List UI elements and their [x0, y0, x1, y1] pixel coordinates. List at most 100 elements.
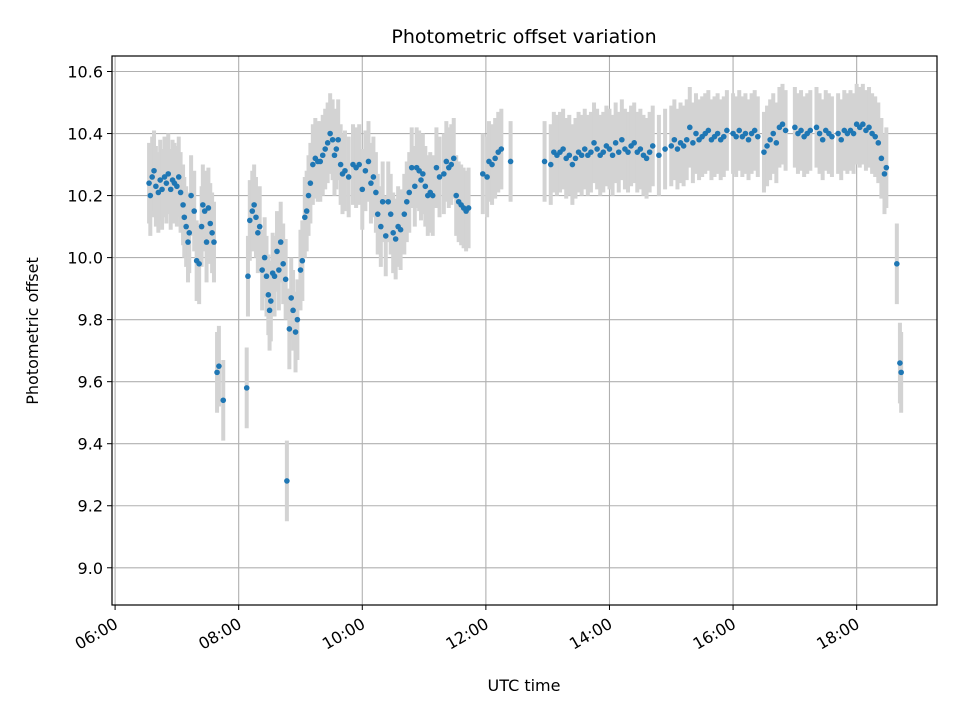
- data-point: [656, 152, 662, 159]
- data-point: [183, 223, 189, 230]
- data-point: [209, 229, 215, 236]
- data-point: [302, 214, 308, 221]
- data-point: [819, 136, 826, 143]
- data-point: [662, 146, 668, 152]
- data-point: [418, 177, 424, 183]
- data-point: [420, 171, 426, 177]
- data-point: [188, 192, 194, 199]
- data-point: [764, 143, 770, 149]
- y-tick-label: 9.6: [78, 373, 103, 392]
- data-point: [541, 158, 548, 165]
- data-point: [151, 167, 157, 174]
- data-point: [894, 261, 900, 267]
- data-point: [767, 136, 773, 143]
- data-point: [177, 189, 184, 196]
- data-point: [329, 136, 336, 143]
- data-point: [736, 127, 743, 134]
- data-point: [365, 158, 372, 165]
- data-point: [181, 214, 188, 221]
- data-point: [798, 127, 804, 134]
- plot-frame: [111, 55, 938, 606]
- data-point: [619, 136, 625, 143]
- data-point: [850, 130, 857, 137]
- data-point: [606, 146, 613, 152]
- data-point: [243, 385, 250, 391]
- data-point: [186, 229, 193, 236]
- data-point: [448, 161, 455, 168]
- data-point: [578, 152, 585, 159]
- data-point: [397, 226, 404, 233]
- data-point: [422, 183, 429, 190]
- data-point: [751, 127, 758, 134]
- y-tick-label: 10.6: [67, 63, 103, 82]
- data-point: [594, 146, 600, 152]
- data-point: [276, 267, 282, 273]
- data-point: [401, 211, 408, 217]
- data-point: [631, 140, 637, 146]
- data-point: [207, 220, 214, 227]
- data-point: [157, 177, 164, 183]
- data-point: [247, 217, 253, 224]
- data-point: [680, 143, 687, 149]
- data-point: [433, 164, 440, 171]
- data-point: [256, 223, 263, 230]
- data-point: [566, 152, 573, 159]
- data-point: [612, 140, 619, 146]
- data-point: [547, 161, 554, 168]
- data-point: [572, 155, 579, 162]
- data-point: [333, 146, 340, 152]
- data-point: [167, 186, 174, 193]
- data-point: [185, 239, 191, 245]
- data-point: [835, 130, 841, 137]
- data-point: [754, 133, 761, 140]
- data-point: [465, 205, 472, 211]
- data-point: [159, 186, 165, 193]
- data-point: [569, 161, 576, 168]
- data-point: [507, 158, 514, 165]
- data-point: [282, 276, 289, 283]
- data-point: [773, 140, 780, 146]
- grid-layer: [112, 56, 937, 605]
- data-point: [214, 369, 220, 376]
- data-point: [693, 130, 699, 137]
- data-point: [255, 229, 261, 236]
- data-point: [359, 186, 366, 193]
- data-point: [761, 149, 767, 155]
- data-point: [191, 208, 197, 214]
- data-point: [484, 174, 490, 180]
- data-point: [211, 239, 217, 245]
- data-point: [284, 478, 290, 484]
- data-point: [387, 211, 394, 217]
- data-point: [310, 161, 316, 168]
- data-point: [441, 171, 447, 177]
- data-point: [403, 198, 410, 205]
- data-point: [860, 121, 866, 128]
- data-point: [792, 124, 798, 131]
- data-point: [779, 121, 786, 128]
- data-point: [249, 208, 256, 214]
- data-point: [362, 167, 369, 174]
- data-point: [385, 198, 392, 205]
- data-point: [813, 124, 820, 131]
- data-point: [745, 136, 752, 143]
- data-point: [643, 155, 650, 162]
- data-point: [268, 298, 274, 304]
- data-point: [155, 189, 162, 196]
- data-point: [705, 127, 712, 134]
- data-point: [374, 211, 381, 217]
- data-point: [720, 133, 727, 140]
- data-point: [649, 143, 656, 149]
- data-point: [875, 140, 882, 146]
- data-point: [382, 233, 389, 239]
- data-point: [637, 146, 644, 152]
- data-point: [782, 127, 789, 134]
- data-point: [261, 254, 268, 261]
- y-tick-label: 9.8: [78, 311, 103, 330]
- data-point: [883, 164, 890, 171]
- data-point: [322, 146, 329, 152]
- data-point: [165, 171, 172, 177]
- data-point: [274, 248, 280, 255]
- data-point: [609, 152, 616, 159]
- data-point: [290, 307, 296, 314]
- data-point: [175, 174, 182, 180]
